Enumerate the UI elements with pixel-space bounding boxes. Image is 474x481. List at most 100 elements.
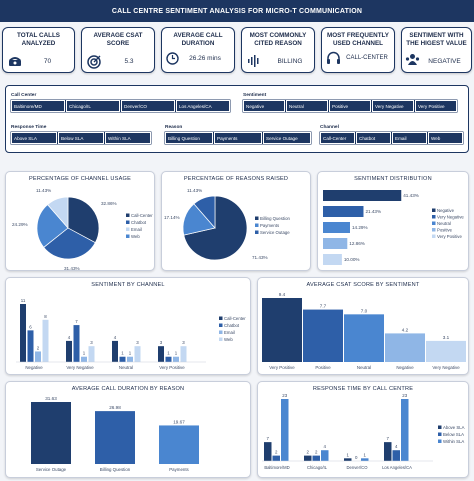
bar-data-label: 31.63: [45, 396, 57, 401]
legend-swatch: [126, 227, 130, 231]
kpi-title: TOTAL CALLS ANALYZED: [16, 32, 61, 47]
bar-above-sla-chicago-il: [304, 455, 312, 461]
bar-neutral: [323, 222, 350, 233]
legend-swatch: [219, 316, 223, 320]
dashboard-title: CALL CENTRE SENTIMENT ANALYSIS FOR MICRO…: [0, 0, 474, 22]
kpi-value: 5.3: [124, 58, 134, 65]
kpi-frequent-channel: MOST FREQUENTLY USED CHANNEL CALL-CENTER: [321, 27, 395, 73]
slicer-item-negative[interactable]: Negative: [243, 100, 285, 112]
legend-label: Very Negative: [437, 215, 464, 220]
slicer-item-service-outage[interactable]: Service Outage: [263, 132, 311, 144]
slicer-item-positive[interactable]: Positive: [329, 100, 371, 112]
bar-very-positive: [262, 298, 302, 362]
axis-tick-label: Chicago/IL: [307, 465, 328, 470]
bar-data-label: 23: [402, 393, 407, 398]
kpi-title: AVERAGE CALL DURATION: [173, 32, 223, 47]
bar-data-label: 7.0: [361, 308, 368, 313]
slicer-item-denver[interactable]: Denver/CO: [121, 100, 175, 112]
filter-panel: Call Center Baltimore/MD Chicago/IL Denv…: [5, 85, 469, 153]
bar-below-sla-baltimore-md: [272, 455, 280, 461]
bar-data-label: 2: [315, 450, 318, 455]
legend-swatch: [438, 439, 442, 443]
bar-data-label: 4: [114, 335, 117, 340]
kpi-value: 70: [43, 58, 52, 65]
bar-call-center-very-negative: [66, 340, 72, 362]
slicer-sentiment: Sentiment Negative Neutral Positive Very…: [243, 93, 457, 112]
bar-above-sla-baltimore-md: [264, 442, 272, 461]
bar-data-label: 8: [44, 314, 47, 319]
clock-icon: [164, 50, 180, 66]
slicer-item-chicago[interactable]: Chicago/IL: [66, 100, 120, 112]
bar-data-label: 11: [21, 298, 26, 303]
kpi-avg-csat: AVERAGE CSAT SCORE 5.3: [81, 27, 155, 73]
slicer-label: Channel: [320, 125, 339, 130]
bar-email-very-positive: [173, 356, 179, 362]
axis-tick-label: Negative: [396, 365, 414, 370]
bar-data-label: 7: [75, 319, 78, 324]
slicer-item-email[interactable]: Email: [392, 132, 427, 144]
bar-positive: [303, 309, 343, 362]
bar-chatbot-negative: [27, 330, 34, 362]
bar-chatbot-very-positive: [165, 356, 172, 362]
slicer-response-time: Response Time Above SLA Below SLA Within…: [11, 125, 151, 144]
sentiment-distribution-chart: 41.43% 21.43% 14.29% 12.86% 10.00% Negative Ve…: [323, 190, 464, 265]
slicer-item-neutral[interactable]: Neutral: [286, 100, 328, 112]
slicer-item-above-sla[interactable]: Above SLA: [11, 132, 57, 144]
slicer-item-call-center[interactable]: Call-Center: [320, 132, 355, 144]
legend-swatch: [438, 432, 442, 436]
slicer-item-very-positive[interactable]: Very Positive: [415, 100, 457, 112]
slicer-item-los-angeles[interactable]: Los Angeles/CA: [176, 100, 230, 112]
bar-positive: [323, 238, 348, 249]
pie-slice-call-center: [67, 196, 100, 244]
axis-tick-label: Los Angeles/CA: [382, 465, 412, 470]
kpi-total-calls: TOTAL CALLS ANALYZED 70: [2, 27, 75, 73]
legend-label: Call-Center: [131, 213, 153, 218]
channel-usage-pie: 32.86% 31.43% 24.29% 11.43% Call-Center Chatb…: [12, 188, 153, 271]
pie-data-label: 17.14%: [164, 215, 180, 220]
axis-tick-label: Denver/CO: [347, 465, 369, 470]
slicer-item-baltimore[interactable]: Baltimore/MD: [11, 100, 65, 112]
bar-data-label: 0: [355, 455, 358, 460]
bar-data-label: 7: [267, 436, 270, 441]
bar-data-label: 26.98: [109, 405, 121, 410]
bar-data-label: 3: [160, 340, 163, 345]
bar-below-sla-los-angeles-ca: [392, 450, 400, 461]
bar-email-negative: [35, 351, 41, 362]
pie-data-label: 32.86%: [101, 201, 117, 206]
pie-slice-web: [36, 204, 69, 248]
bar-data-label: 2: [275, 450, 278, 455]
duration-by-reason-chart: 31.63 Service Outage 26.98 Billing Question…: [31, 396, 199, 472]
kpi-title: MOST COMMONLY CITED REASON: [249, 32, 307, 47]
bar-web-very-negative: [88, 346, 95, 362]
chart-title: AVERAGE CSAT SCORE BY SENTIMENT: [306, 282, 420, 288]
slicer-item-below-sla[interactable]: Below SLA: [58, 132, 104, 144]
bar-data-label: 19.67: [173, 419, 185, 424]
legend-label: Neutral: [437, 221, 451, 226]
legend-label: Within SLA: [443, 439, 464, 444]
slicer-item-billing-question[interactable]: Billing Question: [165, 132, 213, 144]
slicer-item-within-sla[interactable]: Within SLA: [105, 132, 151, 144]
sentiment-by-channel-card: SENTIMENT BY CHANNEL 11 6 2 8 Negative 4 7 1 3 Ve…: [5, 277, 251, 375]
axis-tick-label: Very Positive: [159, 365, 185, 370]
chart-title: RESPONSE TIME BY CALL CENTRE: [312, 386, 414, 392]
axis-tick-label: Billing Question: [100, 467, 131, 472]
axis-tick-label: Service Outage: [36, 467, 67, 472]
legend-label: Call-Center: [224, 316, 246, 321]
axis-tick-label: Neutral: [119, 365, 133, 370]
slicer-item-web[interactable]: Web: [428, 132, 463, 144]
legend-label: Above SLA: [443, 425, 465, 430]
reasons-raised-card: PERCENTAGE OF REASONS RAISED 71.43% 17.14…: [161, 171, 311, 271]
bar-above-sla-los-angeles-ca: [384, 442, 392, 461]
axis-tick-label: Baltimore/MD: [264, 465, 289, 470]
slicer-item-payments[interactable]: Payments: [214, 132, 262, 144]
bar-data-label: 7.7: [320, 304, 327, 309]
slicer-item-very-negative[interactable]: Very Negative: [372, 100, 414, 112]
bar-data-label: 10.00%: [344, 257, 360, 262]
kpi-value: 26.26 mins: [189, 55, 221, 62]
legend-swatch: [432, 234, 436, 238]
csat-by-sentiment-chart: 9.4 Very Positive 7.7 Positive 7.0 Neutral 4.2…: [262, 292, 466, 370]
slicer-item-chatbot[interactable]: Chatbot: [356, 132, 391, 144]
kpi-title: AVERAGE CSAT SCORE: [93, 32, 143, 47]
